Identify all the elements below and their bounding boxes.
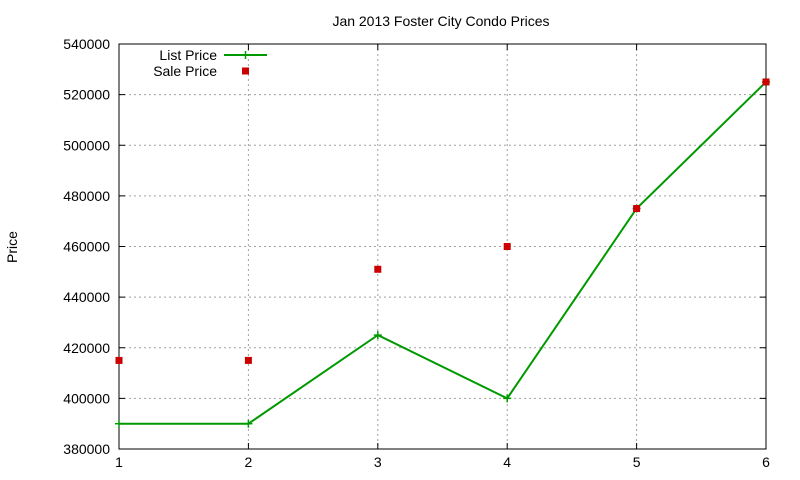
sale-price-point	[374, 265, 382, 273]
sale-price-point	[762, 78, 770, 86]
legend-swatch-square	[242, 67, 249, 75]
y-tick-label: 480000	[63, 188, 110, 204]
y-tick-label: 520000	[63, 87, 110, 103]
sale-price-point	[503, 243, 511, 250]
y-tick-label: 400000	[63, 390, 110, 406]
x-tick-label: 2	[245, 454, 253, 470]
y-axis-label: Price	[4, 231, 20, 263]
x-tick-label: 6	[762, 454, 770, 470]
legend-label: Sale Price	[153, 63, 217, 79]
sale-price-point	[244, 356, 252, 364]
y-tick-label: 440000	[63, 289, 110, 305]
series	[115, 77, 770, 428]
plot-border	[118, 43, 767, 450]
y-tick-label: 500000	[63, 137, 110, 153]
list-price-line	[119, 81, 767, 425]
sale-price-point	[633, 205, 641, 213]
x-tick-label: 4	[503, 454, 511, 470]
legend-swatch-marker	[241, 51, 250, 59]
list-price-point	[244, 419, 253, 428]
list-price-point	[503, 394, 512, 403]
list-price-point	[115, 419, 123, 428]
x-tick-label: 3	[374, 454, 382, 470]
x-tick-label: 5	[633, 454, 641, 470]
list-price-point	[373, 331, 382, 340]
y-tick-label: 380000	[63, 441, 110, 457]
series-sale-price	[115, 78, 770, 364]
chart-title: Jan 2013 Foster City Condo Prices	[332, 13, 549, 29]
series-list-price	[115, 77, 770, 428]
sale-price-point	[115, 356, 123, 364]
ticks: 380000 400000 420000 440000 460000 480000 5000…	[63, 36, 770, 470]
axes	[118, 43, 767, 450]
x-tick-label: 1	[115, 454, 123, 470]
legend-label: List Price	[159, 47, 217, 63]
y-tick-label: 420000	[63, 340, 110, 356]
grid	[119, 44, 766, 449]
y-tick-label: 540000	[63, 36, 110, 52]
y-tick-label: 460000	[63, 239, 110, 255]
